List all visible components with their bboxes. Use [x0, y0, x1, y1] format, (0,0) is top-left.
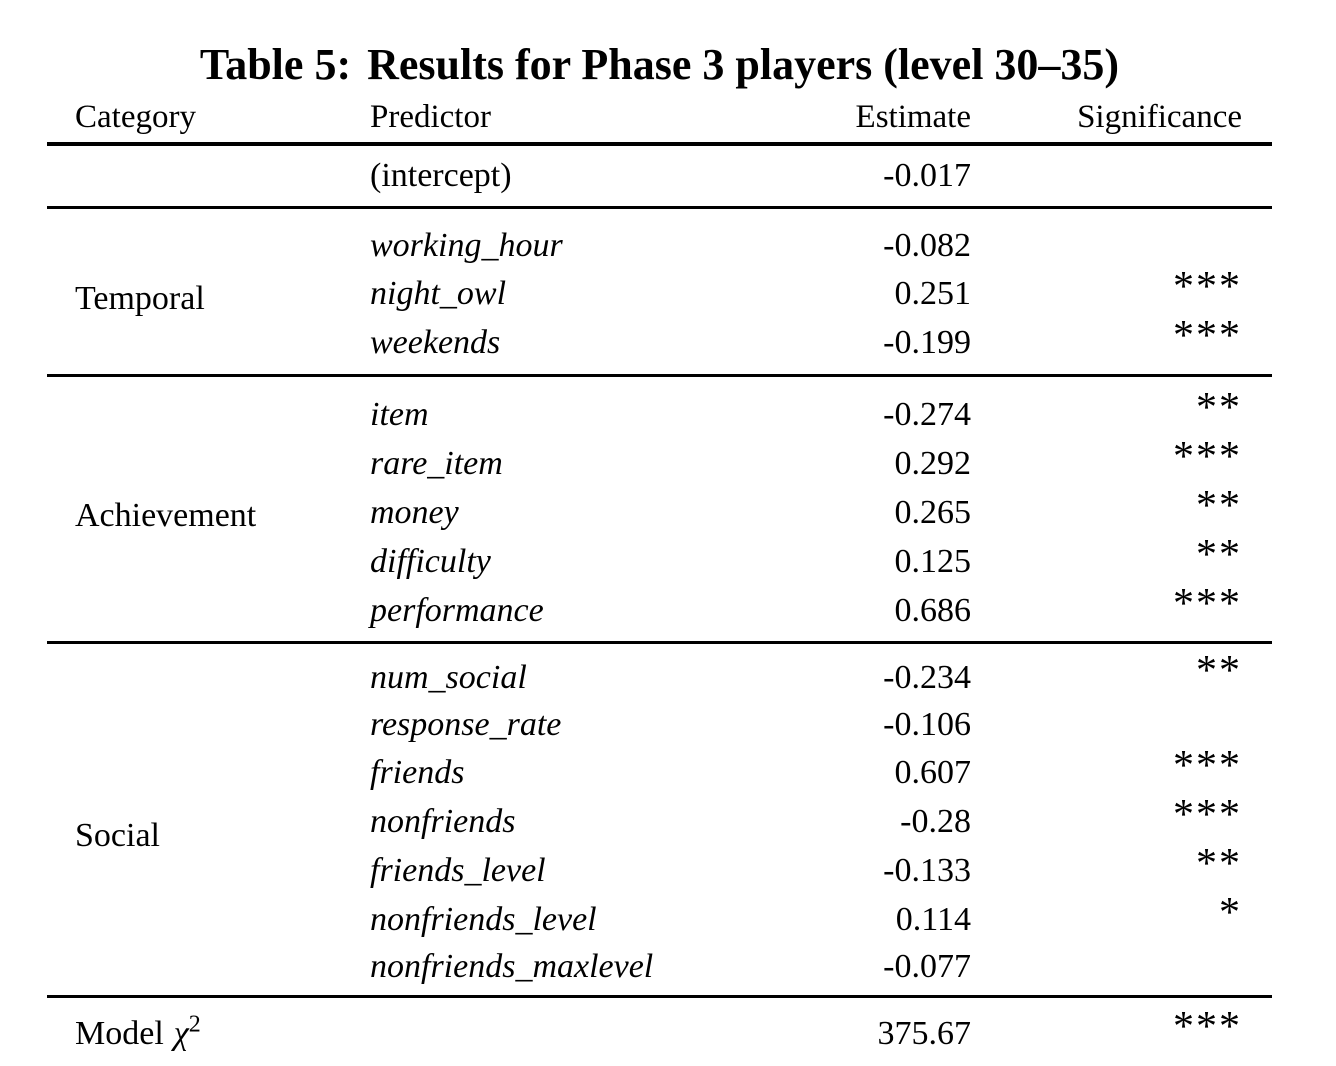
predictor-cell: money [370, 493, 459, 531]
estimate-cell: 0.607 [894, 753, 972, 791]
estimate-cell: 375.67 [877, 1014, 972, 1052]
category-label: Achievement [75, 496, 257, 534]
section-temporal: Temporal working_hour -0.082 night_owl 0… [47, 208, 1272, 376]
category-label: Temporal [75, 279, 205, 317]
table-row: money 0.265 ** [47, 483, 1272, 537]
table-header: Category Predictor Estimate Significance [47, 92, 1272, 144]
estimate-cell: 0.251 [894, 274, 972, 312]
column-header-significance: Significance [1077, 98, 1242, 135]
significance-cell [971, 208, 1272, 270]
estimate-cell: -0.199 [883, 323, 971, 361]
results-table: Category Predictor Estimate Significance… [47, 92, 1272, 1066]
predictor-cell: nonfriends_level [370, 900, 597, 938]
category-label: Social [75, 817, 160, 854]
category-cell: Temporal [47, 208, 370, 376]
estimate-cell: -0.106 [883, 706, 971, 743]
table-row: friends_level -0.133 ** [47, 841, 1272, 895]
table-row: Model χ2 375.67 *** [47, 997, 1272, 1066]
significance-cell: * [1219, 890, 1242, 936]
significance-cell [971, 944, 1272, 997]
column-header-category: Category [75, 98, 196, 135]
table-row: Social num_social -0.234 ** [47, 643, 1272, 854]
section-social: Social num_social -0.234 ** response_rat… [47, 643, 1272, 997]
significance-cell: *** [1173, 434, 1242, 480]
significance-cell: *** [1173, 264, 1242, 310]
significance-cell: ** [1196, 648, 1242, 694]
estimate-cell: 0.292 [894, 444, 972, 482]
estimate-cell: -0.082 [883, 227, 971, 264]
table-caption: Table 5: Results for Phase 3 players (lev… [47, 38, 1272, 92]
significance-cell: ** [1196, 483, 1242, 529]
significance-cell: *** [1173, 581, 1242, 627]
predictor-cell: rare_item [370, 444, 503, 482]
predictor-cell: (intercept) [370, 157, 512, 194]
significance-cell [971, 144, 1272, 208]
predictor-cell: performance [370, 591, 544, 629]
estimate-cell: -0.234 [883, 658, 971, 696]
table-row: nonfriends -0.28 *** [47, 792, 1272, 846]
estimate-cell: -0.28 [900, 802, 971, 840]
table-row: Temporal working_hour -0.082 [47, 208, 1272, 317]
category-cell: Social [47, 643, 370, 997]
significance-cell: *** [1173, 743, 1242, 789]
table-row: night_owl 0.251 *** [47, 264, 1272, 318]
predictor-cell: difficulty [370, 542, 491, 580]
column-header-predictor: Predictor [370, 98, 491, 135]
estimate-cell: 0.114 [895, 900, 971, 938]
predictor-cell: nonfriends [370, 802, 516, 840]
predictor-cell: response_rate [370, 706, 562, 743]
estimate-cell: -0.077 [883, 948, 971, 985]
significance-cell: *** [1173, 1004, 1242, 1050]
estimate-cell: 0.125 [894, 542, 972, 580]
predictor-cell: weekends [370, 323, 501, 361]
predictor-cell: friends [370, 753, 465, 791]
model-label: Model [75, 1014, 164, 1052]
category-cell [47, 144, 370, 208]
section-achievement: Achievement item -0.274 ** rare_item 0.2… [47, 376, 1272, 643]
section-intercept: (intercept) -0.017 [47, 144, 1272, 208]
caption-label: Table 5: [199, 40, 352, 89]
significance-cell: *** [1173, 313, 1242, 359]
predictor-cell: friends_level [370, 851, 546, 889]
column-header-estimate: Estimate [855, 98, 971, 135]
predictor-cell: num_social [370, 658, 527, 696]
table-row: response_rate -0.106 [47, 702, 1272, 748]
table-row: difficulty 0.125 ** [47, 532, 1272, 586]
category-cell: Achievement [47, 376, 370, 643]
estimate-cell: -0.133 [883, 851, 971, 889]
table-row: nonfriends_maxlevel -0.077 [47, 944, 1272, 997]
significance-cell: *** [1173, 792, 1242, 838]
header-row: Category Predictor Estimate Significance [47, 92, 1272, 144]
significance-cell [971, 702, 1272, 748]
estimate-cell: -0.274 [883, 395, 971, 433]
estimate-cell: -0.017 [883, 157, 971, 194]
predictor-cell: item [370, 395, 429, 433]
chi-symbol: χ [173, 1014, 189, 1052]
caption-text: Results for Phase 3 players (level 30–35… [367, 40, 1120, 89]
predictor-cell: working_hour [370, 227, 563, 264]
significance-cell: ** [1196, 841, 1242, 887]
significance-cell: ** [1196, 385, 1242, 431]
table-row: Achievement item -0.274 ** [47, 376, 1272, 534]
significance-cell: ** [1196, 532, 1242, 578]
predictor-cell: night_owl [370, 274, 507, 312]
table-row: weekends -0.199 *** [47, 313, 1272, 376]
section-model-chi-squared: Model χ2 375.67 *** [47, 997, 1272, 1066]
table-row: rare_item 0.292 *** [47, 434, 1272, 488]
table-row: performance 0.686 *** [47, 581, 1272, 643]
table-row: nonfriends_level 0.114 * [47, 890, 1272, 944]
model-chi-squared-cell: Model χ2 [47, 997, 700, 1066]
table-row: friends 0.607 *** [47, 743, 1272, 797]
estimate-cell: 0.686 [894, 591, 972, 629]
chi-exponent: 2 [188, 1011, 201, 1038]
predictor-cell: nonfriends_maxlevel [370, 948, 654, 985]
table-row: (intercept) -0.017 [47, 144, 1272, 208]
estimate-cell: 0.265 [894, 493, 972, 531]
